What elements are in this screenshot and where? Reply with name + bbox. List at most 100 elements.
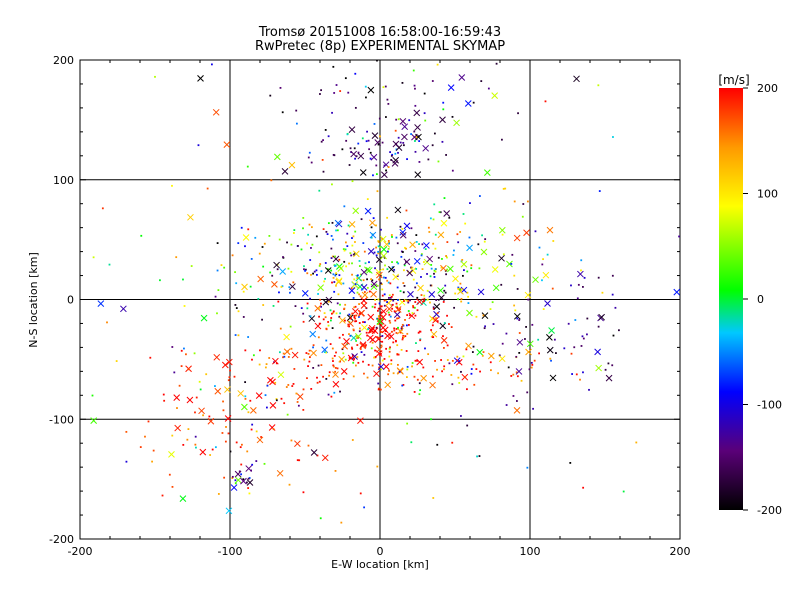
data-point-x [491,266,499,273]
data-point-dot [381,237,383,240]
data-point-dot [530,361,533,364]
data-point-x [375,335,382,343]
data-point-dot [290,347,293,350]
data-point-x [364,207,372,215]
data-point-dot [552,240,555,242]
data-point-dot [481,354,484,357]
data-point-dot [396,261,399,264]
data-point-dot [306,302,309,305]
data-point-dot [459,231,462,233]
data-point-dot [442,335,444,338]
data-point-dot [479,370,481,373]
data-point-dot [209,454,212,456]
data-point-dot [303,268,305,271]
data-point-x [207,417,215,425]
data-point-dot [537,338,540,341]
data-point-dot [315,235,318,238]
data-point-dot [259,349,261,352]
data-point-dot [354,317,357,320]
chart-subtitle: RwPretec (8p) EXPERIMENTAL SKYMAP [255,39,505,54]
data-point-dot [481,234,483,237]
data-point-dot [392,372,395,375]
data-point-dot [392,299,395,302]
data-point-dot [430,264,433,266]
data-point-dot [350,287,353,290]
data-point-dot [306,377,308,380]
data-point-dot [385,169,387,172]
data-point-dot [338,274,341,277]
data-point-dot [402,384,405,386]
data-point-dot [396,353,399,356]
data-point-dot [430,418,432,421]
data-point-dot [405,247,407,250]
data-point-dot [190,265,193,267]
data-point-x [352,250,360,258]
data-point-dot [430,329,433,331]
data-point-dot [420,253,423,255]
data-point-dot [397,363,399,366]
data-point-dot [239,446,242,449]
data-point-dot [316,454,319,457]
data-point-dot [276,268,279,271]
data-point-dot [325,351,328,354]
data-point-dot [436,368,438,371]
data-point-dot [307,365,309,368]
data-point-dot [387,250,389,253]
data-point-dot [283,355,286,358]
data-point-dot [310,161,313,164]
data-point-x [256,436,264,444]
data-point-dot [399,331,402,334]
data-point-dot [298,459,301,462]
data-point-dot [524,338,526,340]
data-point-dot [257,297,260,300]
data-point-dot [168,473,171,476]
data-point-dot [574,319,577,321]
data-point-dot [442,301,445,303]
data-point-dot [357,361,360,364]
data-point-x [351,308,359,315]
data-point-dot [380,344,383,347]
data-point-dot [246,481,248,484]
data-point-dot [429,301,431,304]
data-point-dot [350,254,353,257]
data-point-dot [351,262,353,265]
data-point-dot [418,330,421,333]
data-point-dot [332,365,335,368]
data-point-dot [416,359,419,362]
data-point-dot [371,341,374,344]
data-point-dot [293,368,296,370]
data-point-dot [573,346,576,349]
data-point-x [524,291,532,299]
data-point-dot [304,269,306,272]
data-point-dot [368,148,371,151]
data-point-dot [375,246,378,249]
data-point-dot [402,141,405,144]
data-point-dot [381,340,384,343]
data-point-dot [352,375,355,378]
data-point-dot [333,290,336,293]
data-point-dot [520,379,523,382]
data-point-dot [234,479,237,482]
data-point-dot [371,364,374,367]
data-point-dot [347,323,350,326]
data-point-dot [421,268,424,271]
data-point-dot [417,331,420,334]
data-point-dot [247,487,250,489]
data-point-dot [343,205,346,208]
data-point-dot [381,294,384,297]
data-point-x [595,364,602,372]
data-point-dot [570,352,573,355]
data-point-dot [379,331,382,334]
x-tick-label: 0 [377,545,384,558]
data-point-dot [576,297,579,300]
data-point-dot [400,327,403,330]
data-point-dot [394,319,397,322]
data-point-dot [247,477,250,480]
data-point-dot [347,224,350,227]
data-point-dot [431,324,434,327]
data-point-x [542,271,550,279]
data-point-dot [222,409,225,412]
data-point-dot [411,312,414,314]
data-point-dot [582,337,585,340]
data-point-dot [268,235,271,237]
